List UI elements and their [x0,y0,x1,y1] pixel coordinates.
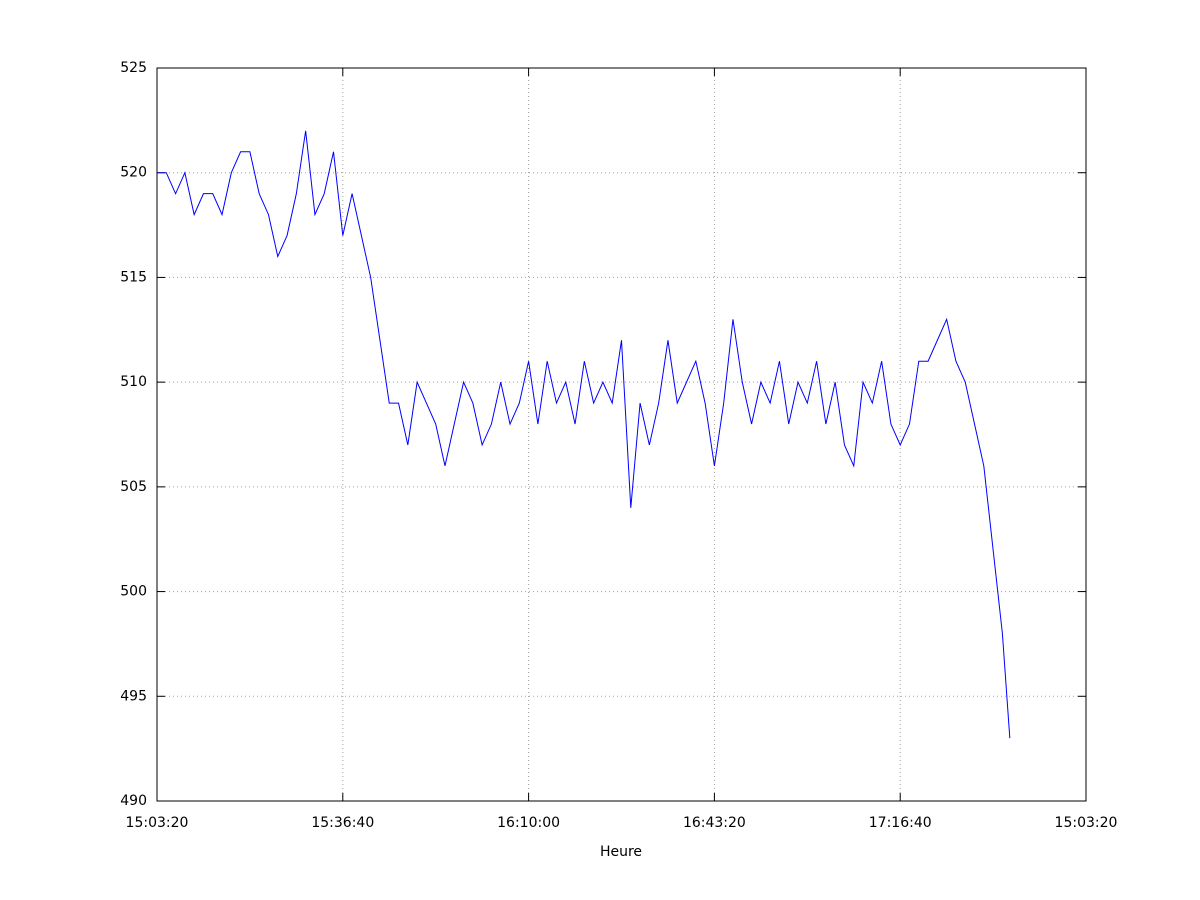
y-tick-label: 490 [120,793,147,809]
x-tick-label: 16:43:20 [683,815,746,831]
y-tick-label: 520 [120,165,147,181]
x-tick-label: 15:36:40 [311,815,374,831]
y-tick-label: 510 [120,374,147,390]
y-tick-label: 505 [120,479,147,495]
plot-border [156,67,1087,802]
y-tick-label: 515 [120,269,147,285]
x-tick-label: 15:03:20 [1055,815,1118,831]
y-tick-label: 495 [120,688,147,704]
data-line [157,130,1011,739]
x-tick-label: 15:03:20 [126,815,189,831]
x-tick-label: 17:16:40 [869,815,932,831]
x-axis-label: Heure [600,844,642,860]
y-tick-label: 500 [120,584,147,600]
y-tick-label: 525 [120,60,147,76]
x-tick-label: 16:10:00 [497,815,560,831]
